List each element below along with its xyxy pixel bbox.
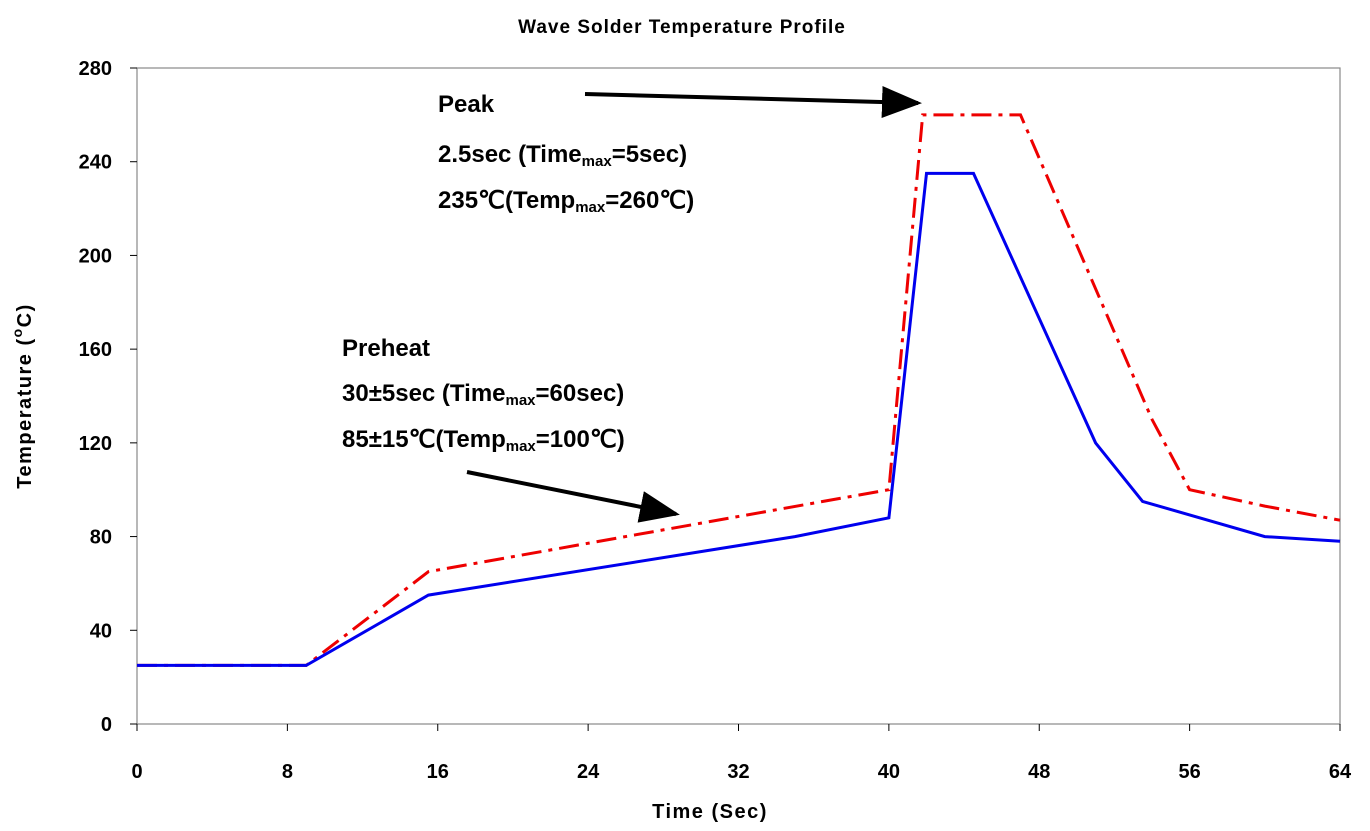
x-axis-label: Time (Sec) [652, 801, 768, 823]
peak-time-sub: max [582, 153, 613, 170]
preheat-heading: Preheat [342, 335, 430, 362]
peak-time-post: =5sec) [612, 141, 687, 168]
preheat-arrow [466, 470, 680, 523]
y-tick-label: 40 [90, 620, 112, 642]
x-tick-label: 16 [427, 761, 449, 783]
y-tick-label: 80 [90, 527, 112, 549]
y-tick-label: 240 [79, 152, 112, 174]
x-tick-label: 64 [1329, 761, 1352, 783]
plot-area [136, 67, 1341, 725]
preheat-time-sub: max [506, 392, 537, 409]
preheat-temp-post: =100℃) [536, 426, 625, 453]
peak-temp-sub: max [575, 199, 606, 216]
y-tick-label: 160 [79, 339, 112, 361]
peak-temp-line: 235℃(Tempmax=260℃) [438, 187, 694, 216]
series-line-solid [137, 171, 1341, 667]
x-tick-label: 48 [1028, 761, 1050, 783]
y-axis-label-degree: o [9, 327, 25, 337]
chart-title: Wave Solder Temperature Profile [518, 17, 846, 38]
x-tick-label: 8 [282, 761, 293, 783]
peak-temp-pre: 235℃(Temp [438, 187, 575, 214]
preheat-temp-pre: 85±15℃(Temp [342, 426, 506, 453]
x-tick-label: 40 [878, 761, 900, 783]
peak-time-pre: 2.5sec (Time [438, 141, 582, 168]
y-tick-label: 120 [79, 433, 112, 455]
y-tick-label: 280 [79, 58, 112, 80]
y-axis-label-main: Temperature ( [14, 337, 36, 488]
peak-time-line: 2.5sec (Timemax=5sec) [438, 141, 687, 170]
series-layer [137, 113, 1341, 667]
y-tick-label: 200 [79, 245, 112, 267]
peak-arrow [584, 86, 922, 119]
y-axis-label-unit: C) [14, 303, 36, 327]
x-tick-label: 24 [577, 761, 600, 783]
preheat-annotation: Preheat 30±5sec (Timemax=60sec) 85±15℃(T… [342, 335, 680, 523]
y-axis-label: Temperature (oC) [9, 303, 36, 489]
y-tick-label: 0 [101, 714, 112, 736]
x-tick-label: 56 [1179, 761, 1201, 783]
series-line-dash-dot [137, 113, 1341, 667]
preheat-temp-line: 85±15℃(Tempmax=100℃) [342, 426, 625, 455]
y-axis-ticks: 0 40 80 120 160 200 240 280 [79, 58, 137, 736]
peak-annotation: Peak 2.5sec (Timemax=5sec) 235℃(Tempmax=… [438, 86, 922, 216]
x-axis-ticks: 0 8 16 24 32 40 48 56 64 [131, 724, 1352, 783]
preheat-time-line: 30±5sec (Timemax=60sec) [342, 380, 624, 409]
preheat-temp-sub: max [506, 438, 537, 455]
preheat-time-pre: 30±5sec (Time [342, 380, 506, 407]
x-tick-label: 0 [131, 761, 142, 783]
peak-heading: Peak [438, 91, 495, 118]
preheat-time-post: =60sec) [536, 380, 625, 407]
x-tick-label: 32 [727, 761, 749, 783]
peak-temp-post: =260℃) [605, 187, 694, 214]
